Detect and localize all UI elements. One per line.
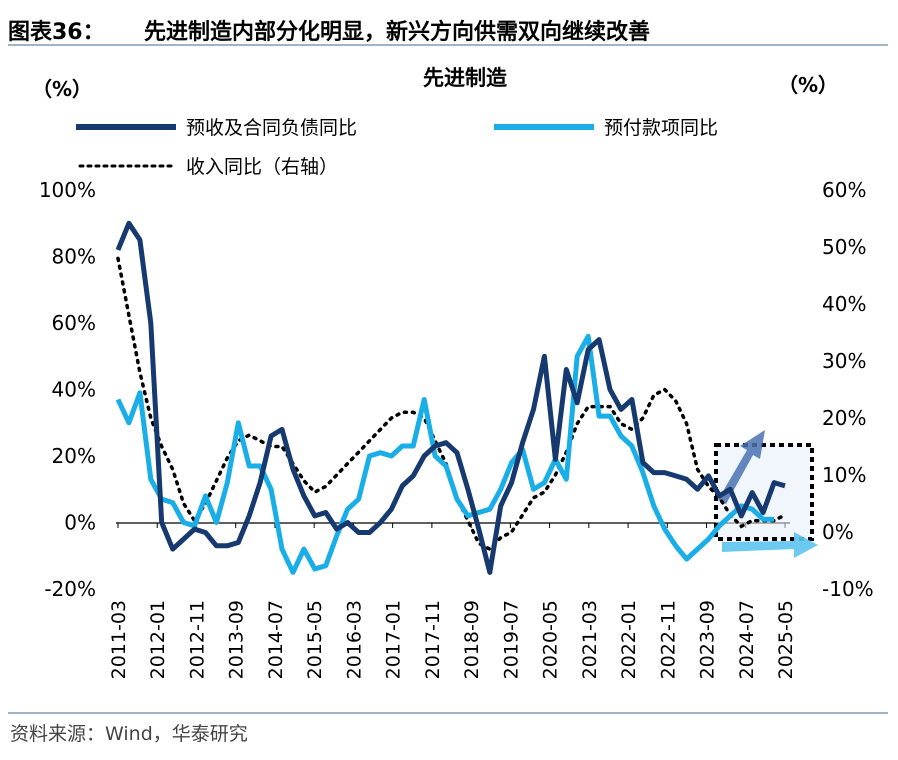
left-tick-label: 0% [64, 511, 96, 535]
right-tick-label: -10% [822, 577, 874, 601]
bottom-divider [8, 712, 888, 714]
figure-title: 先进制造内部分化明显，新兴方向供需双向继续改善 [144, 20, 651, 45]
x-axis: 2011-03 2012-01 2012-11 2013-09 2014-07 2015-… [108, 523, 797, 679]
figure-label: 图表36： [8, 20, 105, 45]
arrow-right-icon [722, 532, 818, 558]
left-axis: -20% 0% 20% 40% 60% 80% 100% [39, 178, 96, 601]
series-line-contract-liab [115, 220, 786, 575]
series-layer [115, 220, 787, 575]
top-divider [8, 44, 888, 46]
x-tick-label: 2012-01 [147, 600, 169, 679]
x-tick-label: 2025-05 [775, 600, 797, 679]
x-tick-label: 2013-09 [226, 600, 248, 679]
x-tick-label: 2014-07 [265, 600, 287, 679]
right-axis: -10% 0% 10% 20% 30% 40% 50% 60% [822, 178, 874, 601]
x-tick-label: 2024-07 [736, 600, 758, 679]
right-tick-label: 0% [822, 520, 854, 544]
x-tick-label: 2022-11 [657, 600, 679, 679]
x-tick-label: 2016-03 [343, 600, 365, 679]
left-tick-label: 40% [52, 378, 96, 402]
right-axis-unit: （%） [778, 73, 838, 97]
left-tick-label: 60% [52, 311, 96, 335]
left-axis-unit: （%） [32, 77, 92, 101]
legend-label-contract-liab: 预收及合同负债同比 [186, 117, 357, 139]
chart-title: 先进制造 [423, 66, 508, 90]
right-tick-label: 20% [822, 406, 866, 430]
right-tick-label: 50% [822, 235, 866, 259]
x-tick-label: 2015-05 [304, 600, 326, 679]
source-note: 资料来源：Wind，华泰研究 [10, 723, 248, 745]
legend: 预收及合同负债同比 预付款项同比 收入同比（右轴） [76, 117, 718, 178]
legend-label-revenue: 收入同比（右轴） [186, 156, 338, 178]
line-chart: 先进制造 （%） （%） 预收及合同负债同比 预付款项同比 收入同比（右轴） -… [32, 66, 874, 679]
right-tick-label: 60% [822, 178, 866, 202]
x-tick-label: 2018-09 [461, 600, 483, 679]
right-tick-label: 10% [822, 463, 866, 487]
x-tick-label: 2021-03 [579, 600, 601, 679]
left-tick-label: 80% [52, 245, 96, 269]
left-tick-label: 20% [52, 444, 96, 468]
series-line-advance [115, 333, 775, 575]
legend-label-advance: 预付款项同比 [604, 117, 718, 139]
left-tick-label: 100% [39, 178, 96, 202]
right-tick-label: 30% [822, 349, 866, 373]
x-tick-label: 2011-03 [108, 600, 130, 679]
arrow-up-icon [718, 430, 765, 504]
right-tick-label: 40% [822, 292, 866, 316]
x-tick-label: 2017-01 [383, 600, 405, 679]
x-tick-label: 2020-05 [540, 600, 562, 679]
left-tick-label: -20% [44, 577, 96, 601]
x-tick-label: 2019-07 [500, 600, 522, 679]
figure-header: 图表36： 先进制造内部分化明显，新兴方向供需双向继续改善 [8, 6, 888, 46]
series-line-revenue [116, 256, 787, 552]
x-tick-label: 2012-11 [186, 600, 208, 679]
x-tick-label: 2022-01 [618, 600, 640, 679]
x-tick-label: 2023-09 [697, 600, 719, 679]
x-tick-label: 2017-11 [422, 600, 444, 679]
